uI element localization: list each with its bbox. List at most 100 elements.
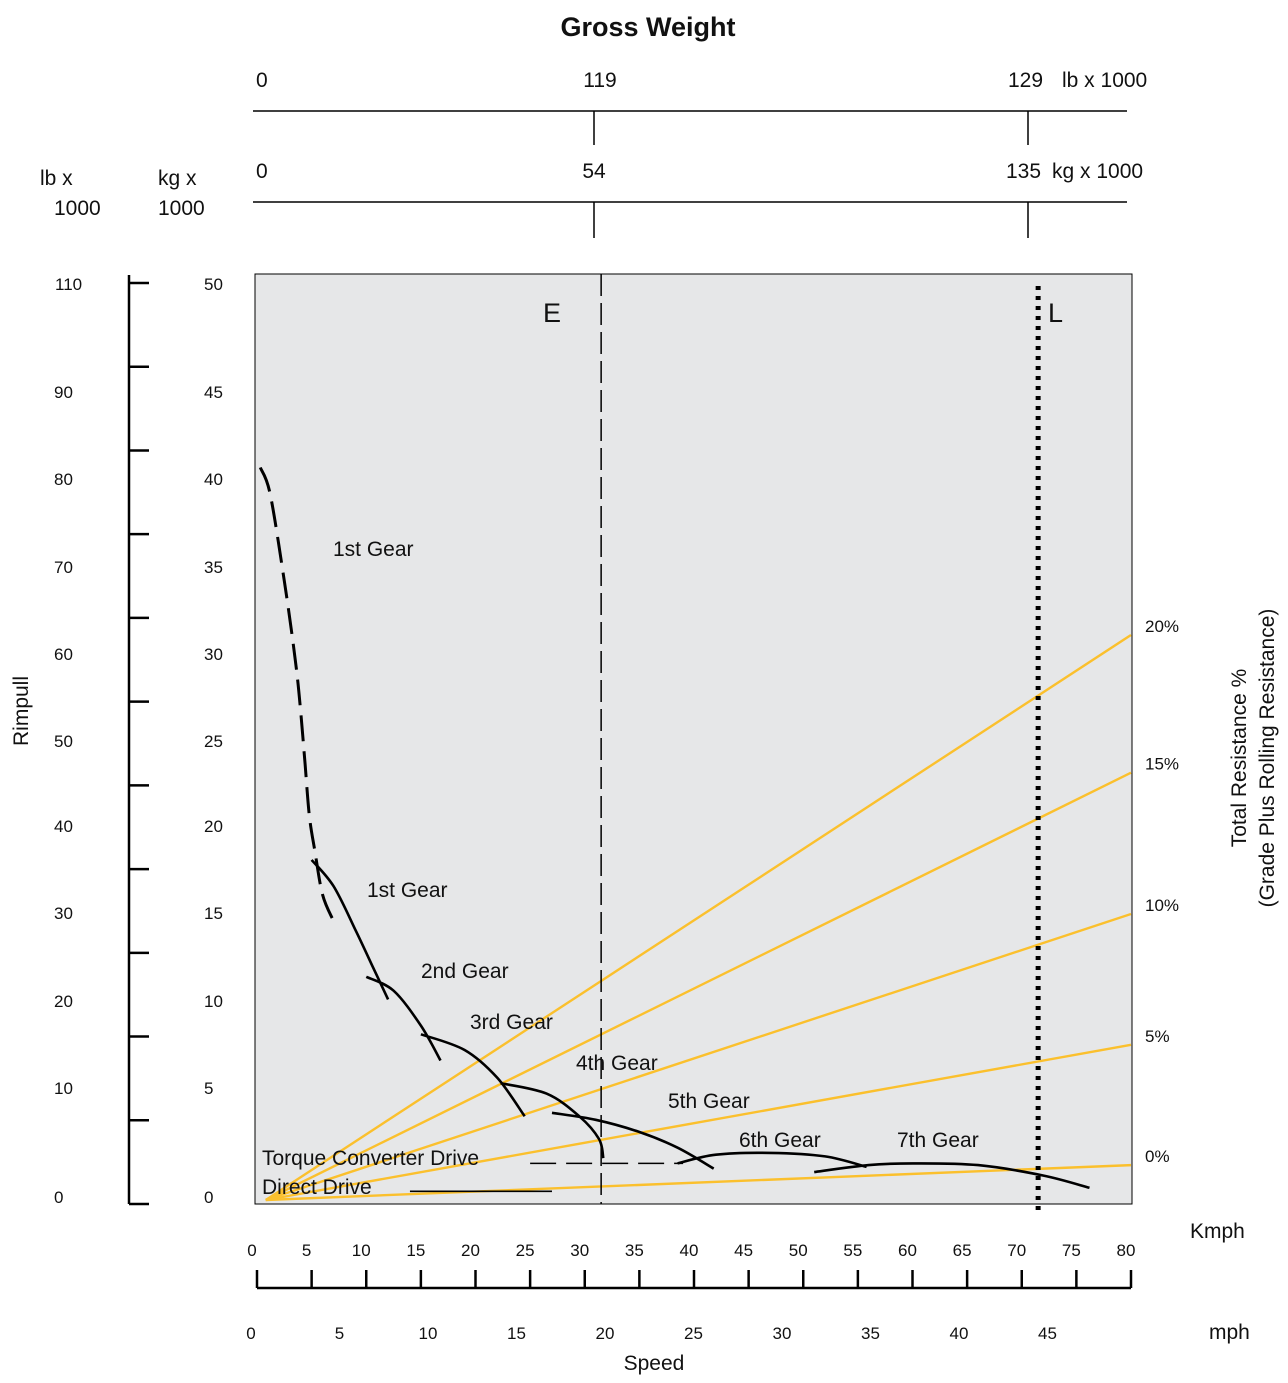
- mph-tick-label: 20: [596, 1324, 615, 1343]
- kmph-tick-label: 40: [680, 1241, 699, 1260]
- kmph-tick-label: 25: [516, 1241, 535, 1260]
- y-lb-unit-line1: lb x: [40, 167, 73, 190]
- 3rd-gear-label: 3rd Gear: [470, 1011, 553, 1034]
- kg-axis-tick-label: 40: [204, 470, 223, 489]
- gross-weight-kg-unit: kg x 1000: [1052, 160, 1143, 183]
- mph-tick-label: 40: [950, 1324, 969, 1343]
- lb-axis-tick-label: 0: [54, 1188, 63, 1207]
- mph-tick-label: 15: [507, 1324, 526, 1343]
- gear-curves: [258, 466, 1090, 1190]
- lb-axis-tick-label: 50: [54, 732, 73, 751]
- kmph-tick-label: 5: [302, 1241, 311, 1260]
- mph-tick-label: 30: [773, 1324, 792, 1343]
- 2nd-gear-label: 2nd Gear: [421, 960, 509, 983]
- lb-axis-tick-label: 60: [54, 645, 73, 664]
- 5th-gear-label: 5th Gear: [668, 1090, 750, 1113]
- resistance-line-label: 20%: [1145, 617, 1179, 636]
- kmph-tick-label: 80: [1117, 1241, 1136, 1260]
- lb-axis-tick-label: 70: [54, 558, 73, 577]
- lb-axis-tick-label: 90: [54, 383, 73, 402]
- lb-axis-tick-label: 30: [54, 904, 73, 923]
- 4th-gear-label: 4th Gear: [576, 1052, 658, 1075]
- kmph-tick-label: 75: [1062, 1241, 1081, 1260]
- gear-curve-5: [551, 1111, 715, 1170]
- mph-tick-label: 0: [246, 1324, 255, 1343]
- kmph-tick-label: 10: [352, 1241, 371, 1260]
- x-axis-label: Speed: [624, 1352, 685, 1375]
- gear-curve-1: [310, 859, 390, 1000]
- gear-curve-6: [677, 1151, 867, 1169]
- gear-curve-7: [814, 1162, 1090, 1190]
- gear-curve-3: [420, 1033, 526, 1118]
- resistance-lines: 20% 15% 10% 5% 0%: [265, 617, 1179, 1202]
- mph-tick-label: 35: [861, 1324, 880, 1343]
- gross-weight-lb-tick-label: 119: [583, 69, 616, 92]
- gross-weight-lb-tick-label: 0: [256, 69, 268, 92]
- reference-lines: [600, 274, 1041, 1210]
- mph-unit-label: mph: [1209, 1321, 1250, 1344]
- resistance-line-label: 15%: [1145, 755, 1179, 774]
- kmph-tick-label: 35: [625, 1241, 644, 1260]
- gear-curve-2: [365, 975, 442, 1062]
- mph-tick-label: 5: [335, 1324, 344, 1343]
- y-kg-unit-line1: kg x: [158, 167, 197, 190]
- resistance-line-label: 10%: [1145, 896, 1179, 915]
- gross-weight-kg-tick-label: 135: [1006, 160, 1041, 183]
- 7th-gear-label: 7th Gear: [897, 1129, 979, 1152]
- mph-tick-label: 25: [684, 1324, 703, 1343]
- plot-area: [254, 273, 1133, 1205]
- reference-line-label-l: L: [1048, 298, 1063, 328]
- kmph-tick-label: 70: [1007, 1241, 1026, 1260]
- 1st-gear-label: 1st Gear: [367, 879, 448, 902]
- kg-axis-tick-label: 15: [204, 904, 223, 923]
- mph-tick-label: 45: [1038, 1324, 1057, 1343]
- kg-axis-tick-label: 50: [204, 275, 223, 294]
- kmph-tick-label: 55: [843, 1241, 862, 1260]
- resistance-line-5pct: [265, 1043, 1132, 1202]
- kg-axis-tick-label: 5: [204, 1079, 213, 1098]
- converter-1st-gear-curve: [258, 466, 335, 922]
- kg-axis-tick-label: 10: [204, 992, 223, 1011]
- reference-line-label-e: E: [543, 298, 561, 328]
- resistance-line-20pct: [265, 633, 1132, 1202]
- lb-axis-tick-label: 20: [54, 992, 73, 1011]
- kmph-tick-label: 50: [789, 1241, 808, 1260]
- speed-axes: 0 5 10 15 20 25 30 35 40 45 50 55 60 65 70 75 80 0 5 10 15 20…: [246, 1241, 1135, 1343]
- kmph-tick-label: 15: [406, 1241, 425, 1260]
- chart-title: Gross Weight: [560, 12, 735, 42]
- resistance-line-label: 5%: [1145, 1027, 1170, 1046]
- gross-weight-scales: 0 119 129 lb x 1000 0 54 135 kg x 1000: [253, 69, 1147, 238]
- kg-axis-tick-label: 0: [204, 1188, 213, 1207]
- resistance-line-0pct: [265, 1163, 1132, 1202]
- lb-axis-tick-label: 10: [54, 1079, 73, 1098]
- kmph-tick-label: 60: [898, 1241, 917, 1260]
- resistance-axis-label-line2: (Grade Plus Rolling Resistance): [1256, 609, 1279, 908]
- lb-axis-tick-label: 110: [55, 275, 82, 294]
- gear-labels: 1st Gear 1st Gear 2nd Gear 3rd Gear 4th …: [262, 538, 979, 1199]
- lb-axis-tick-label: 40: [54, 817, 73, 836]
- kmph-tick-label: 30: [570, 1241, 589, 1260]
- kmph-tick-label: 45: [734, 1241, 753, 1260]
- resistance-line-label: 0%: [1145, 1147, 1170, 1166]
- y-axis-label: Rimpull: [10, 676, 33, 746]
- gross-weight-kg-tick-label: 54: [582, 160, 606, 183]
- kmph-tick-label: 20: [461, 1241, 480, 1260]
- lb-axis-tick-label: 80: [54, 470, 73, 489]
- kg-axis-tick-label: 45: [204, 383, 223, 402]
- mph-tick-label: 10: [419, 1324, 438, 1343]
- converter-1st-gear-label: 1st Gear: [333, 538, 414, 561]
- gross-weight-lb-tick-label: 129: [1008, 69, 1043, 92]
- y-lb-unit-line2: 1000: [54, 197, 101, 220]
- gross-weight-lb-unit: lb x 1000: [1062, 69, 1147, 92]
- drive-lines: [409, 1162, 684, 1193]
- 6th-gear-label: 6th Gear: [739, 1129, 821, 1152]
- kg-axis-tick-label: 20: [204, 817, 223, 836]
- kmph-tick-label: 0: [247, 1241, 256, 1260]
- direct-drive-label: Direct Drive: [262, 1176, 372, 1199]
- kg-axis-tick-label: 25: [204, 732, 223, 751]
- kg-axis-tick-label: 30: [204, 645, 223, 664]
- y-kg-unit-line2: 1000: [158, 197, 205, 220]
- kg-axis-tick-label: 35: [204, 558, 223, 577]
